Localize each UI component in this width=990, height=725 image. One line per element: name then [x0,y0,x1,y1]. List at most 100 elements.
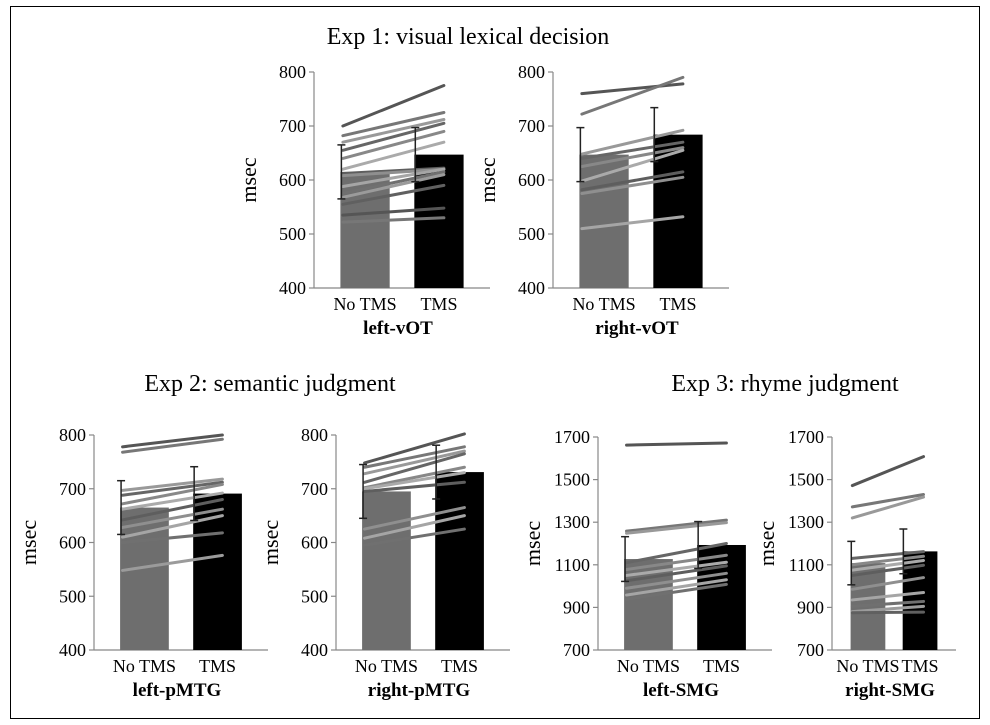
y-tick-label: 400 [518,278,545,298]
y-tick-label: 500 [59,586,86,606]
subject-line [580,170,685,192]
subject-line [121,491,224,511]
chart-panel-5: Exp 3: rhyme judgment 700 900 1100 1300 1500 1… [520,371,899,701]
subject-line [363,465,466,490]
panel-title: Exp 3: rhyme judgment [671,371,899,397]
bar-tms [653,134,703,288]
bar-no-tms [362,491,411,650]
subject-line [363,506,466,531]
subject-line [341,167,446,188]
subject-line [363,445,466,469]
subject-line [341,140,446,171]
subject-line [625,542,728,565]
x-axis-label: left-SMG [643,680,719,701]
x-axis-label: right-SMG [845,680,935,701]
y-tick-label: 600 [59,533,86,553]
y-tick-label: 400 [301,640,328,660]
y-tick-label: 400 [279,278,306,298]
x-category-label: TMS [902,656,939,676]
subject-line [341,121,446,152]
subject-line [580,215,685,231]
chart-panel-4: 400 500 600 700 800 msec No TMS TMS right-pMTG [258,425,510,701]
subject-line [121,514,224,539]
y-axis-label: msec [258,520,283,565]
bar-tms [697,544,746,650]
subject-line [121,498,224,522]
y-tick-label: 900 [563,597,590,617]
subject-line [625,564,728,583]
subject-line [850,576,926,591]
figure-frame [10,6,980,719]
subject-line [850,563,926,577]
x-category-label: No TMS [836,656,899,676]
subject-line [850,590,926,602]
subject-line [850,550,926,560]
x-axis-label: right-pMTG [368,680,471,701]
y-tick-label: 600 [518,170,545,190]
y-tick-label: 700 [518,116,545,136]
subject-line [580,75,685,116]
subject-line [625,578,728,597]
panel-title: Exp 2: semantic judgment [144,371,396,397]
x-category-label: No TMS [333,294,396,314]
y-tick-label: 1500 [554,470,590,490]
x-axis-label: right-vOT [595,318,679,339]
y-axis-label: msec [16,520,41,565]
subject-line [341,167,446,178]
y-tick-label: 1700 [554,427,590,447]
subject-line [625,553,728,571]
y-tick-label: 800 [301,425,328,445]
subject-line [121,477,224,492]
subject-line [625,441,728,447]
y-tick-label: 500 [518,224,545,244]
subject-line [580,146,685,168]
subject-line [363,471,466,491]
x-category-label: No TMS [355,656,418,676]
subject-line [850,599,926,608]
subject-line [363,480,466,493]
bar-no-tms [579,154,629,288]
subject-line [850,554,926,567]
y-tick-label: 1300 [788,512,824,532]
subject-line [341,173,446,199]
subject-line [580,175,685,195]
bar-tms [435,472,484,650]
subject-line [850,610,926,615]
panel-title: Exp 1: visual lexical decision [327,24,610,50]
subject-line [341,129,446,160]
subject-line [363,432,466,465]
y-tick-label: 1500 [788,470,824,490]
subject-line [341,118,446,144]
chart-panel-6: 700 900 1100 1300 1500 1700 msec No TMS TMS right… [754,427,956,701]
subject-line [363,452,466,484]
subject-line [625,521,728,535]
subject-line [121,531,224,544]
x-axis-label: left-vOT [363,318,433,339]
subject-line [121,437,224,454]
subject-line [341,183,446,206]
subject-line [341,216,446,224]
y-tick-label: 700 [563,640,590,660]
subject-line [850,495,926,520]
y-tick-label: 1300 [554,512,590,532]
subject-line [580,148,685,183]
chart-panel-2: 400 500 600 700 800 msec No TMS TMS right-vOT [475,62,729,339]
chart-panel-3: Exp 2: semantic judgment 400 500 600 700 800 m… [16,371,396,701]
x-category-label: TMS [199,656,236,676]
subject-line [850,604,926,614]
subject-line [121,482,224,506]
subject-line [121,507,224,529]
y-tick-label: 1100 [555,555,590,575]
subject-line [580,128,685,156]
subject-line [625,571,728,590]
y-tick-label: 800 [59,425,86,445]
subject-line [850,455,926,488]
subject-line [341,170,446,195]
subject-line [121,433,224,449]
y-tick-label: 500 [279,224,306,244]
x-category-label: No TMS [572,294,635,314]
x-category-label: TMS [420,294,457,314]
subject-line [580,140,685,160]
subject-line [341,111,446,138]
